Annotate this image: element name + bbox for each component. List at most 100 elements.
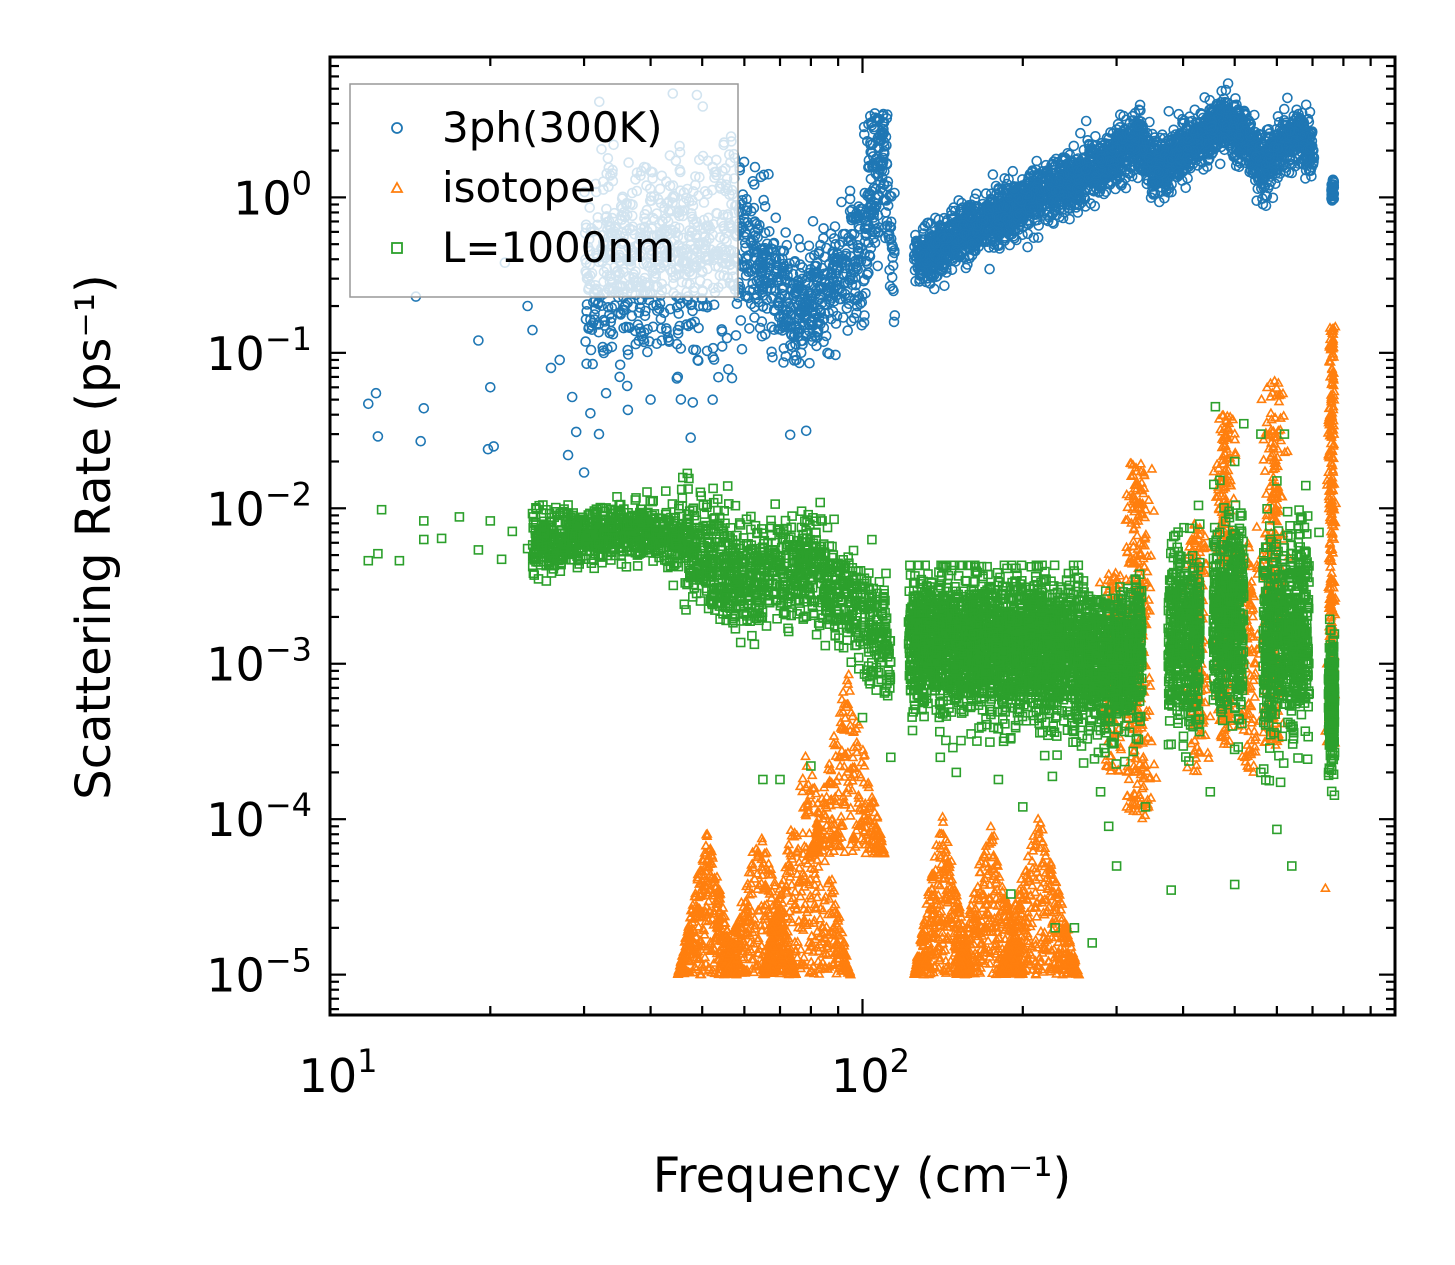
ph3-point <box>789 256 800 268</box>
ph3-point <box>722 363 734 375</box>
ph3-point <box>609 300 620 311</box>
ph3-point <box>687 397 699 408</box>
ph3-point <box>645 394 656 405</box>
ph3-point <box>844 185 856 197</box>
ph3-point <box>811 332 823 344</box>
ph3-point <box>888 316 900 328</box>
ph3-point <box>726 372 738 384</box>
ph3-point <box>651 338 663 350</box>
ph3-point <box>1112 118 1124 130</box>
ph3-point <box>843 298 855 310</box>
ph3-point <box>767 351 778 363</box>
ph3-point <box>614 359 626 371</box>
ph3-point <box>765 293 777 304</box>
ph3-point <box>372 431 384 442</box>
plot-area <box>362 78 1342 979</box>
ph3-point <box>756 316 768 327</box>
ph3-point <box>415 435 427 447</box>
ph3-point <box>522 300 533 312</box>
ph3-point <box>794 259 806 270</box>
ph3-point <box>939 280 950 292</box>
ph3-point <box>842 325 854 336</box>
ph3-point <box>484 381 496 393</box>
ph3-point <box>581 358 592 370</box>
ph3-point <box>697 300 709 312</box>
ph3-point <box>585 344 597 356</box>
ph3-point <box>562 449 574 461</box>
ph3-point <box>370 387 382 399</box>
ph3-point <box>685 432 697 444</box>
ph3-point <box>825 313 837 325</box>
ph3-point <box>749 161 761 173</box>
ph3-point <box>701 301 713 313</box>
ph3-point <box>418 402 430 414</box>
ph3-point <box>854 298 866 310</box>
ph3-point <box>984 263 995 275</box>
ph3-point <box>736 343 748 355</box>
ph3-point <box>482 443 494 455</box>
ph3-point <box>585 407 596 419</box>
ph3-point <box>716 326 728 337</box>
ph3-point <box>622 349 634 360</box>
ph3-point <box>473 335 484 346</box>
ph3-point <box>758 169 770 181</box>
ph3-point <box>640 305 651 317</box>
ph3-point <box>1163 106 1175 117</box>
ph3-point <box>856 296 868 308</box>
ph3-point <box>639 310 651 322</box>
ph3-point <box>566 391 578 403</box>
ph3-point <box>618 322 629 334</box>
ph3-point <box>766 346 777 358</box>
ph3-point <box>672 328 684 339</box>
ph3-point <box>605 325 617 337</box>
ph3-point <box>671 301 683 313</box>
ph3-point <box>740 270 752 281</box>
ph3-point <box>862 190 873 202</box>
ph3-point <box>858 317 870 328</box>
ph3-point <box>614 371 626 383</box>
ph3-point <box>818 223 829 234</box>
ph3-point <box>739 216 750 228</box>
ph3-point <box>663 336 675 348</box>
ph3-point <box>615 307 627 319</box>
ph3-point <box>795 242 806 253</box>
ph3-point <box>675 394 687 405</box>
ph3-point <box>730 330 742 341</box>
ph3-point <box>863 237 874 248</box>
ph3-point <box>859 248 870 260</box>
ph3-point <box>1080 115 1092 127</box>
ph3-point <box>738 156 750 168</box>
ph3-point <box>622 404 634 416</box>
ph3-point <box>606 302 618 314</box>
ph3-point <box>1064 213 1075 225</box>
ph3-point <box>749 301 761 313</box>
ph3-point <box>721 332 733 344</box>
ph3-point <box>767 244 779 255</box>
ph3-point <box>818 233 829 244</box>
ph3-point <box>713 371 724 383</box>
ph3-point <box>788 290 800 302</box>
ph3-point <box>587 358 599 370</box>
ph3-point <box>807 216 819 227</box>
ph3-point <box>758 194 770 206</box>
ph3-point <box>889 310 901 321</box>
ph3-point <box>765 277 776 289</box>
ph3-point <box>622 344 634 356</box>
ph3-point <box>1075 127 1086 139</box>
ph3-point <box>527 324 538 336</box>
ph3-point <box>739 290 751 302</box>
ph3-point <box>837 312 849 323</box>
ph3-point <box>803 240 815 252</box>
ph3-point <box>701 345 713 357</box>
ph3-point <box>860 287 871 299</box>
ph3-point <box>778 343 790 354</box>
ph3-point <box>599 320 611 331</box>
ph3-point <box>1031 155 1042 167</box>
ph3-point <box>865 198 877 210</box>
ph3-point <box>856 319 868 331</box>
ph3-point <box>1022 241 1033 253</box>
ph3-point <box>759 201 771 212</box>
ph3-point <box>642 323 653 335</box>
ph3-point <box>836 196 847 208</box>
